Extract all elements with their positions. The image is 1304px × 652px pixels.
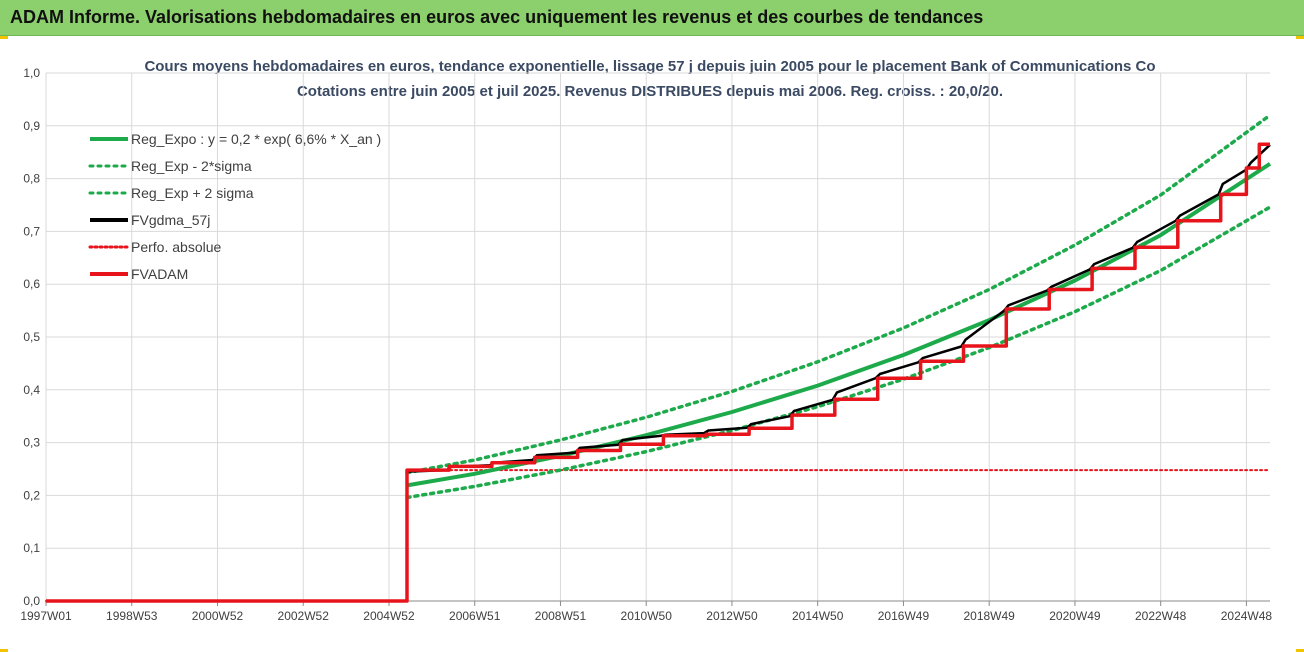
y-tick-label: 0,6 (23, 277, 40, 291)
x-tick-label: 2002W52 (278, 609, 330, 623)
x-tick-label: 2024W48 (1221, 609, 1273, 623)
y-tick-label: 0,0 (23, 594, 40, 608)
series-line (46, 142, 1270, 603)
corner-marker (0, 36, 8, 39)
x-tick-label: 2014W50 (792, 609, 844, 623)
corner-marker (1296, 649, 1304, 652)
legend-label: Reg_Exp + 2 sigma (131, 185, 254, 201)
series-line (406, 143, 1271, 473)
chart-subtitle: Cotations entre juin 2005 et juil 2025. … (297, 83, 1003, 100)
x-tick-label: 2010W50 (621, 609, 673, 623)
y-tick-label: 0,7 (23, 224, 40, 238)
grid (45, 72, 1270, 602)
x-tick-label: 1998W53 (106, 609, 158, 623)
legend-label: Reg_Exp - 2*sigma (131, 158, 252, 174)
y-tick-label: 0,5 (23, 330, 40, 344)
x-tick-label: 2004W52 (363, 609, 415, 623)
line-chart: Cours moyens hebdomadaires en euros, ten… (20, 58, 1272, 623)
x-tick-label: 2020W49 (1049, 609, 1101, 623)
x-tick-label: 2022W48 (1135, 609, 1187, 623)
y-tick-label: 1,0 (23, 66, 40, 80)
legend: Reg_Expo : y = 0,2 * exp( 6,6% * X_an ) R… (88, 131, 381, 282)
legend-label: FVADAM (131, 266, 188, 282)
series-group (45, 113, 1272, 603)
y-tick-label: 0,4 (23, 383, 40, 397)
report-header: ADAM Informe. Valorisations hebdomadaire… (0, 0, 1304, 36)
report-title: ADAM Informe. Valorisations hebdomadaire… (10, 7, 984, 27)
series-line (405, 113, 1272, 475)
axes: 0,0 0,1 0,2 0,3 0,4 0,5 0,6 0,7 0,8 0,9 1,0 1997W01… (20, 66, 1272, 623)
x-tick-label: 2018W49 (963, 609, 1015, 623)
legend-label: Perfo. absolue (131, 239, 221, 255)
x-tick-label: 2012W50 (706, 609, 758, 623)
legend-label: Reg_Expo : y = 0,2 * exp( 6,6% * X_an ) (131, 131, 381, 147)
corner-marker (0, 649, 8, 652)
series-line (406, 162, 1272, 488)
x-tick-label: 2000W52 (192, 609, 244, 623)
y-tick-label: 0,3 (23, 436, 40, 450)
y-tick-label: 0,8 (23, 172, 40, 186)
corner-marker (1296, 36, 1304, 39)
y-tick-label: 0,1 (23, 541, 40, 555)
legend-label: FVgdma_57j (131, 212, 210, 228)
chart-title: Cours moyens hebdomadaires en euros, ten… (144, 58, 1155, 75)
x-tick-label: 1997W01 (20, 609, 72, 623)
y-tick-label: 0,9 (23, 119, 40, 133)
x-tick-label: 2008W51 (535, 609, 587, 623)
y-tick-label: 0,2 (23, 488, 40, 502)
series-line (45, 469, 1271, 602)
series-line (405, 205, 1272, 500)
x-tick-label: 2016W49 (878, 609, 930, 623)
x-tick-label: 2006W51 (449, 609, 501, 623)
